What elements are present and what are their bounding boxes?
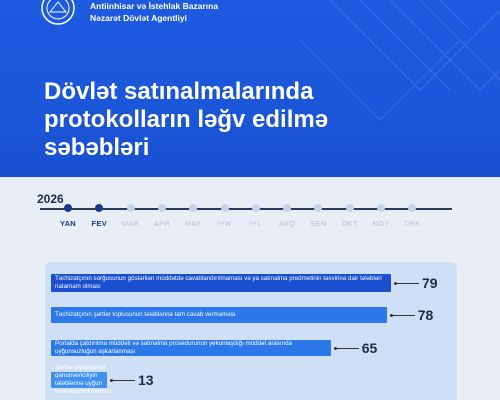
agency-name: Antiinhisar və İstehlak Bazarına Nəzarət… — [90, 0, 218, 24]
bar-reason-4: Şərtlər toplusunun qanunvericiliyin tələ… — [51, 364, 111, 395]
timeline-month-avq: AVQ — [279, 219, 296, 228]
timeline-month-okt: OKT — [341, 219, 358, 228]
timeline-month-i̇yn: İYN — [217, 219, 232, 228]
timeline-month-fev: FEV — [91, 219, 108, 228]
agency-logo-icon — [41, 0, 75, 25]
bar-value: 65 — [361, 340, 378, 356]
value-connector — [334, 348, 359, 350]
header-banner: Antiinhisar və İstehlak Bazarına Nəzarət… — [0, 0, 500, 177]
bar-reason-2: Təchizatçının şərtlər toplusunun tələblə… — [51, 307, 387, 323]
agency-name-line2: Nəzarət Dövlət Agentliyi — [90, 13, 187, 23]
bar-label: Şərtlər toplusunun qanunvericiliyin tələ… — [55, 364, 112, 395]
bar-reason-3: Portalda çatdırılma müddəti və satınalma… — [51, 340, 331, 356]
timeline-month-i̇yl: İYL — [249, 219, 262, 228]
timeline-dot-mar — [126, 204, 135, 212]
value-connector — [395, 283, 419, 285]
timeline-dot-fev — [95, 204, 104, 212]
background-pattern — [299, 0, 500, 121]
timeline-line — [40, 208, 452, 210]
value-connector — [390, 315, 415, 317]
month-timeline: 2026 YAN FEV MAR APR MAY İYN İYL AVQ SEN OKT NOY DE… — [0, 177, 500, 262]
timeline-dot-yan — [64, 204, 72, 212]
title-line1: Dövlət satınalmalarında — [44, 78, 314, 105]
timeline-dot-avq — [283, 204, 292, 212]
timeline-dot-okt — [345, 204, 354, 212]
timeline-month-mar: MAR — [121, 219, 140, 228]
bar-value: 13 — [137, 372, 154, 388]
connector-dot — [109, 379, 113, 382]
bar-value: 78 — [417, 307, 434, 323]
connector-dot — [333, 347, 337, 350]
bar-label: Təchizatçının şərtlər toplusunun tələblə… — [55, 311, 236, 318]
chart-panel: Təchizatçının sorğusunun göstərilən müdd… — [45, 262, 457, 400]
timeline-dot-i̇yn — [220, 204, 229, 212]
timeline-dot-noy — [377, 204, 385, 212]
timeline-dot-may — [189, 204, 198, 212]
timeline-dot-apr — [157, 204, 166, 212]
connector-dot — [394, 282, 397, 285]
timeline-month-may: MAY — [184, 219, 202, 228]
bar-value: 79 — [422, 275, 438, 291]
title-line2: protokolların ləğv edilmə — [44, 106, 329, 133]
bar-label: Portalda çatdırılma müddəti və satınalma… — [55, 340, 292, 355]
value-connector — [110, 380, 135, 382]
connector-dot — [389, 314, 393, 317]
agency-name-line1: Antiinhisar və İstehlak Bazarına — [90, 1, 219, 11]
timeline-dot-dek — [408, 204, 417, 212]
timeline-month-apr: APR — [153, 219, 171, 228]
timeline-year: 2026 — [37, 192, 64, 206]
timeline-dot-sen — [314, 204, 323, 212]
bar-label: Təchizatçının sorğusunun göstərilən müdd… — [55, 275, 382, 290]
bar-reason-1: Təchizatçının sorğusunun göstərilən müdd… — [51, 274, 391, 292]
timeline-month-dek: DEK — [404, 219, 421, 228]
title-line3: səbəbləri — [44, 134, 150, 161]
page-title: Dövlət satınalmalarında protokolların lə… — [44, 78, 374, 162]
timeline-month-noy: NOY — [372, 219, 390, 228]
timeline-dot-i̇yl — [251, 204, 260, 212]
timeline-month-yan: YAN — [59, 219, 77, 228]
timeline-month-sen: SEN — [310, 219, 327, 228]
